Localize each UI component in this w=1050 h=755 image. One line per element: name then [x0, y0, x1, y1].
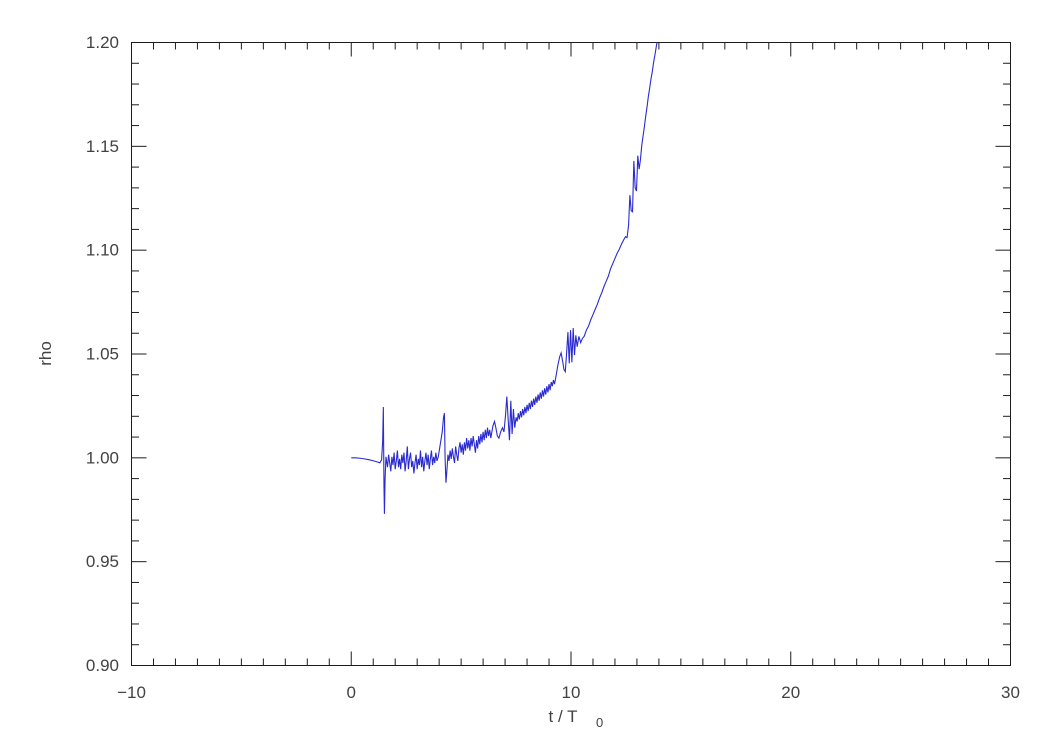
y-tick-label: 0.90: [86, 656, 119, 675]
x-tick-label: 0: [347, 683, 356, 702]
y-tick-label: 1.00: [86, 448, 119, 467]
y-tick-label: 0.95: [86, 552, 119, 571]
axes: [131, 42, 1011, 666]
x-tick-label: −10: [117, 683, 146, 702]
x-tick-label: 30: [1001, 683, 1020, 702]
axis-labels: 0.900.951.001.051.101.151.20 −10 0 10 20 30 …: [36, 33, 1020, 730]
y-axis-title: rho: [36, 341, 55, 366]
data-series-line: [351, 42, 658, 514]
x-axis-title-subscript: 0: [596, 715, 603, 730]
y-tick-label: 1.05: [86, 345, 119, 364]
x-axis-title: t / T: [549, 707, 578, 726]
y-tick-label: 1.20: [86, 33, 119, 52]
x-tick-label: 10: [562, 683, 581, 702]
x-tick-labels: −10 0 10 20 30: [117, 683, 1020, 702]
axis-ticks: [131, 42, 1011, 666]
plot-area: [351, 42, 658, 514]
y-tick-label: 1.15: [86, 137, 119, 156]
y-tick-label: 1.10: [86, 241, 119, 260]
x-tick-label: 20: [781, 683, 800, 702]
y-tick-labels: 0.90 0.95 1.00 1.05 1.10 1.15 1.20: [86, 33, 119, 675]
